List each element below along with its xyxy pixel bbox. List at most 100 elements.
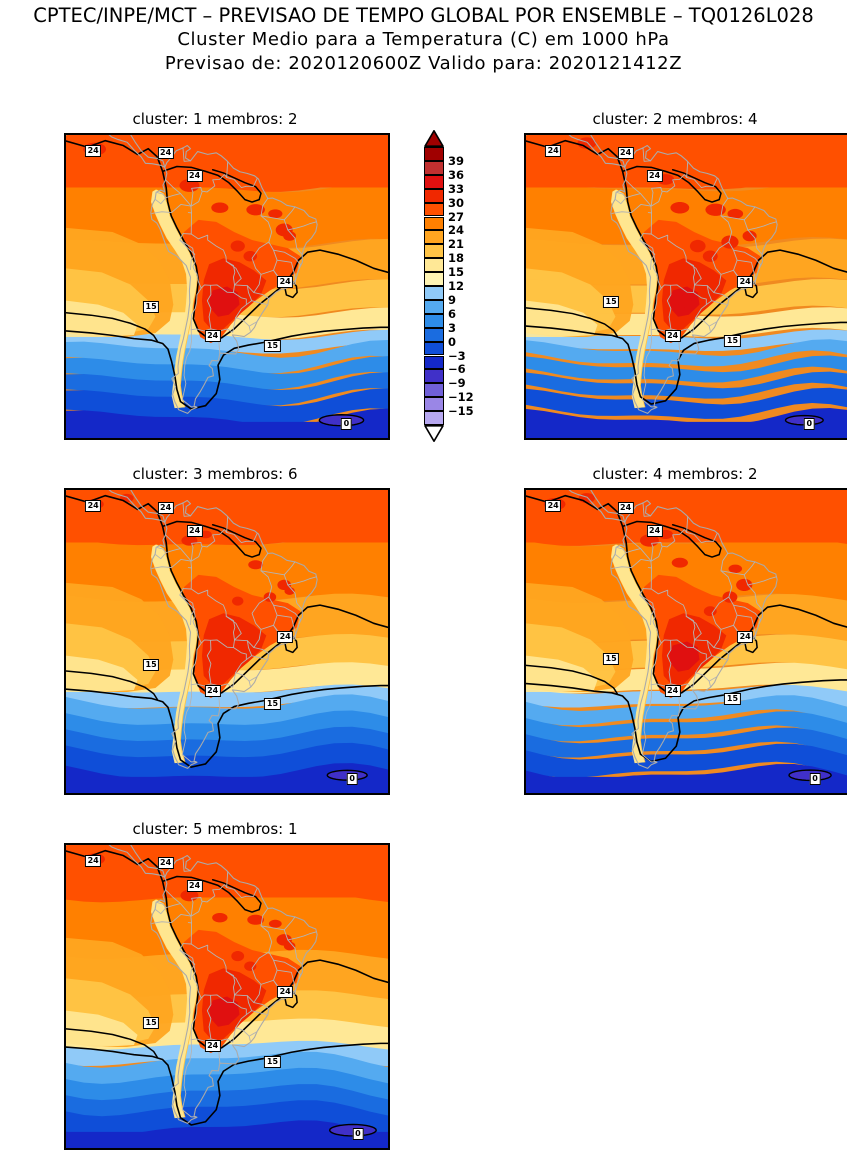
y-axis-tick xyxy=(64,736,66,738)
y-axis-tick xyxy=(524,510,526,512)
x-axis-tick xyxy=(157,438,159,440)
y-axis-tick xyxy=(64,654,66,656)
contour-label: 24 xyxy=(204,1039,221,1052)
temperature-field xyxy=(66,135,388,438)
contour-label: 15 xyxy=(264,340,281,353)
colorbar-band xyxy=(424,258,444,273)
contour-label: 24 xyxy=(277,631,294,644)
y-axis-tick xyxy=(524,135,526,137)
y-axis-tick xyxy=(524,258,526,260)
y-axis-tick xyxy=(64,674,66,676)
colorbar-band xyxy=(424,341,444,356)
x-axis-tick xyxy=(229,793,231,795)
x-axis-tick xyxy=(374,438,376,440)
x-axis-tick xyxy=(265,438,267,440)
colorbar-tick-label: −9 xyxy=(448,376,466,391)
y-axis-tick xyxy=(64,531,66,533)
colorbar-band xyxy=(424,230,444,245)
contour-label: 15 xyxy=(603,653,620,666)
colorbar-extend-bottom-arrow xyxy=(424,425,444,443)
y-axis-tick xyxy=(64,299,66,301)
colorbar-tick-label: 12 xyxy=(448,279,465,293)
colorbar-tick-label: 39 xyxy=(448,153,465,168)
x-axis-tick xyxy=(374,1148,376,1150)
y-axis-tick xyxy=(524,237,526,239)
x-axis-tick xyxy=(798,438,800,440)
contour-label: 15 xyxy=(143,1017,160,1030)
y-axis-tick xyxy=(64,906,66,908)
y-axis-tick xyxy=(524,736,526,738)
y-axis-tick xyxy=(524,654,526,656)
y-axis-tick xyxy=(524,381,526,383)
colorbar-band xyxy=(424,160,444,175)
x-axis-tick xyxy=(120,793,122,795)
x-axis-tick xyxy=(193,438,195,440)
y-axis-tick xyxy=(64,865,66,867)
x-axis-tick xyxy=(84,438,86,440)
colorbar-band xyxy=(424,327,444,342)
contour-label: 24 xyxy=(646,524,663,537)
x-axis-tick xyxy=(544,793,546,795)
y-axis-tick xyxy=(524,531,526,533)
contour-label: 24 xyxy=(277,986,294,999)
y-axis-tick xyxy=(524,299,526,301)
colorbar-tick-label: −6 xyxy=(448,362,466,377)
y-axis-tick xyxy=(524,777,526,779)
y-axis-tick xyxy=(524,551,526,553)
contour-label: 24 xyxy=(186,524,203,537)
y-axis-tick xyxy=(64,633,66,635)
colorbar-tick-label: 30 xyxy=(448,195,465,210)
contour-label: 24 xyxy=(277,276,294,289)
y-axis-tick xyxy=(64,319,66,321)
y-axis-tick xyxy=(64,1070,66,1072)
colorbar-tick-label: 33 xyxy=(448,181,465,196)
colorbar-tick-label: 21 xyxy=(448,237,465,252)
colorbar-band xyxy=(424,397,444,412)
y-axis-tick xyxy=(64,1111,66,1113)
y-axis-tick xyxy=(64,278,66,280)
temperature-field xyxy=(66,490,388,793)
contour-label: 15 xyxy=(603,296,620,308)
x-axis-tick xyxy=(84,1148,86,1150)
y-axis-tick xyxy=(524,360,526,362)
y-axis-tick xyxy=(64,756,66,758)
colorbar-band xyxy=(424,286,444,300)
y-axis-tick xyxy=(64,1132,66,1134)
x-axis-tick xyxy=(193,1148,195,1150)
y-axis-tick xyxy=(524,490,526,492)
panel-title: cluster: 1 membros: 2 xyxy=(132,110,298,128)
y-axis-tick xyxy=(64,886,66,888)
colorbar-band xyxy=(424,369,444,384)
x-axis-tick xyxy=(301,793,303,795)
temperature-field xyxy=(66,845,388,1148)
y-axis-tick xyxy=(64,510,66,512)
x-axis-tick xyxy=(157,793,159,795)
y-axis-tick xyxy=(524,613,526,615)
y-axis-tick xyxy=(64,360,66,362)
x-axis-tick xyxy=(229,438,231,440)
x-axis-tick xyxy=(338,438,340,440)
colorbar-band xyxy=(424,244,444,259)
map-plot-area: 24242424241515015N10N5NEQ5S10S15S20S25S3… xyxy=(524,488,847,795)
y-axis-tick xyxy=(64,176,66,178)
colorbar-band xyxy=(424,216,444,231)
contour-label: 24 xyxy=(664,684,681,697)
colorbar-tick-label: 15 xyxy=(448,265,465,280)
y-axis-tick xyxy=(64,1050,66,1052)
panel-title: cluster: 5 membros: 1 xyxy=(132,820,298,838)
colorbar-tick-label: −3 xyxy=(448,348,466,363)
y-axis-tick xyxy=(64,845,66,847)
y-axis-tick xyxy=(64,490,66,492)
x-axis-tick xyxy=(725,793,727,795)
map-plot-area: 24242424241515015N10N5NEQ5S10S15S20S25S3… xyxy=(524,133,847,440)
y-axis-tick xyxy=(524,695,526,697)
colorbar-tick-label: 0 xyxy=(448,334,457,349)
y-axis-tick xyxy=(524,176,526,178)
header-line-2: Cluster Medio para a Temperatura (C) em … xyxy=(177,29,670,50)
x-axis-tick xyxy=(689,793,691,795)
y-axis-tick xyxy=(64,258,66,260)
colorbar-tick-label: −15 xyxy=(448,404,474,419)
map-plot-area: 24242424241515015N10N5NEQ5S10S15S20S25S3… xyxy=(64,133,390,440)
map-plot-area: 24242424241515015N10N5NEQ5S10S15S20S25S3… xyxy=(64,843,390,1150)
x-axis-tick xyxy=(653,438,655,440)
